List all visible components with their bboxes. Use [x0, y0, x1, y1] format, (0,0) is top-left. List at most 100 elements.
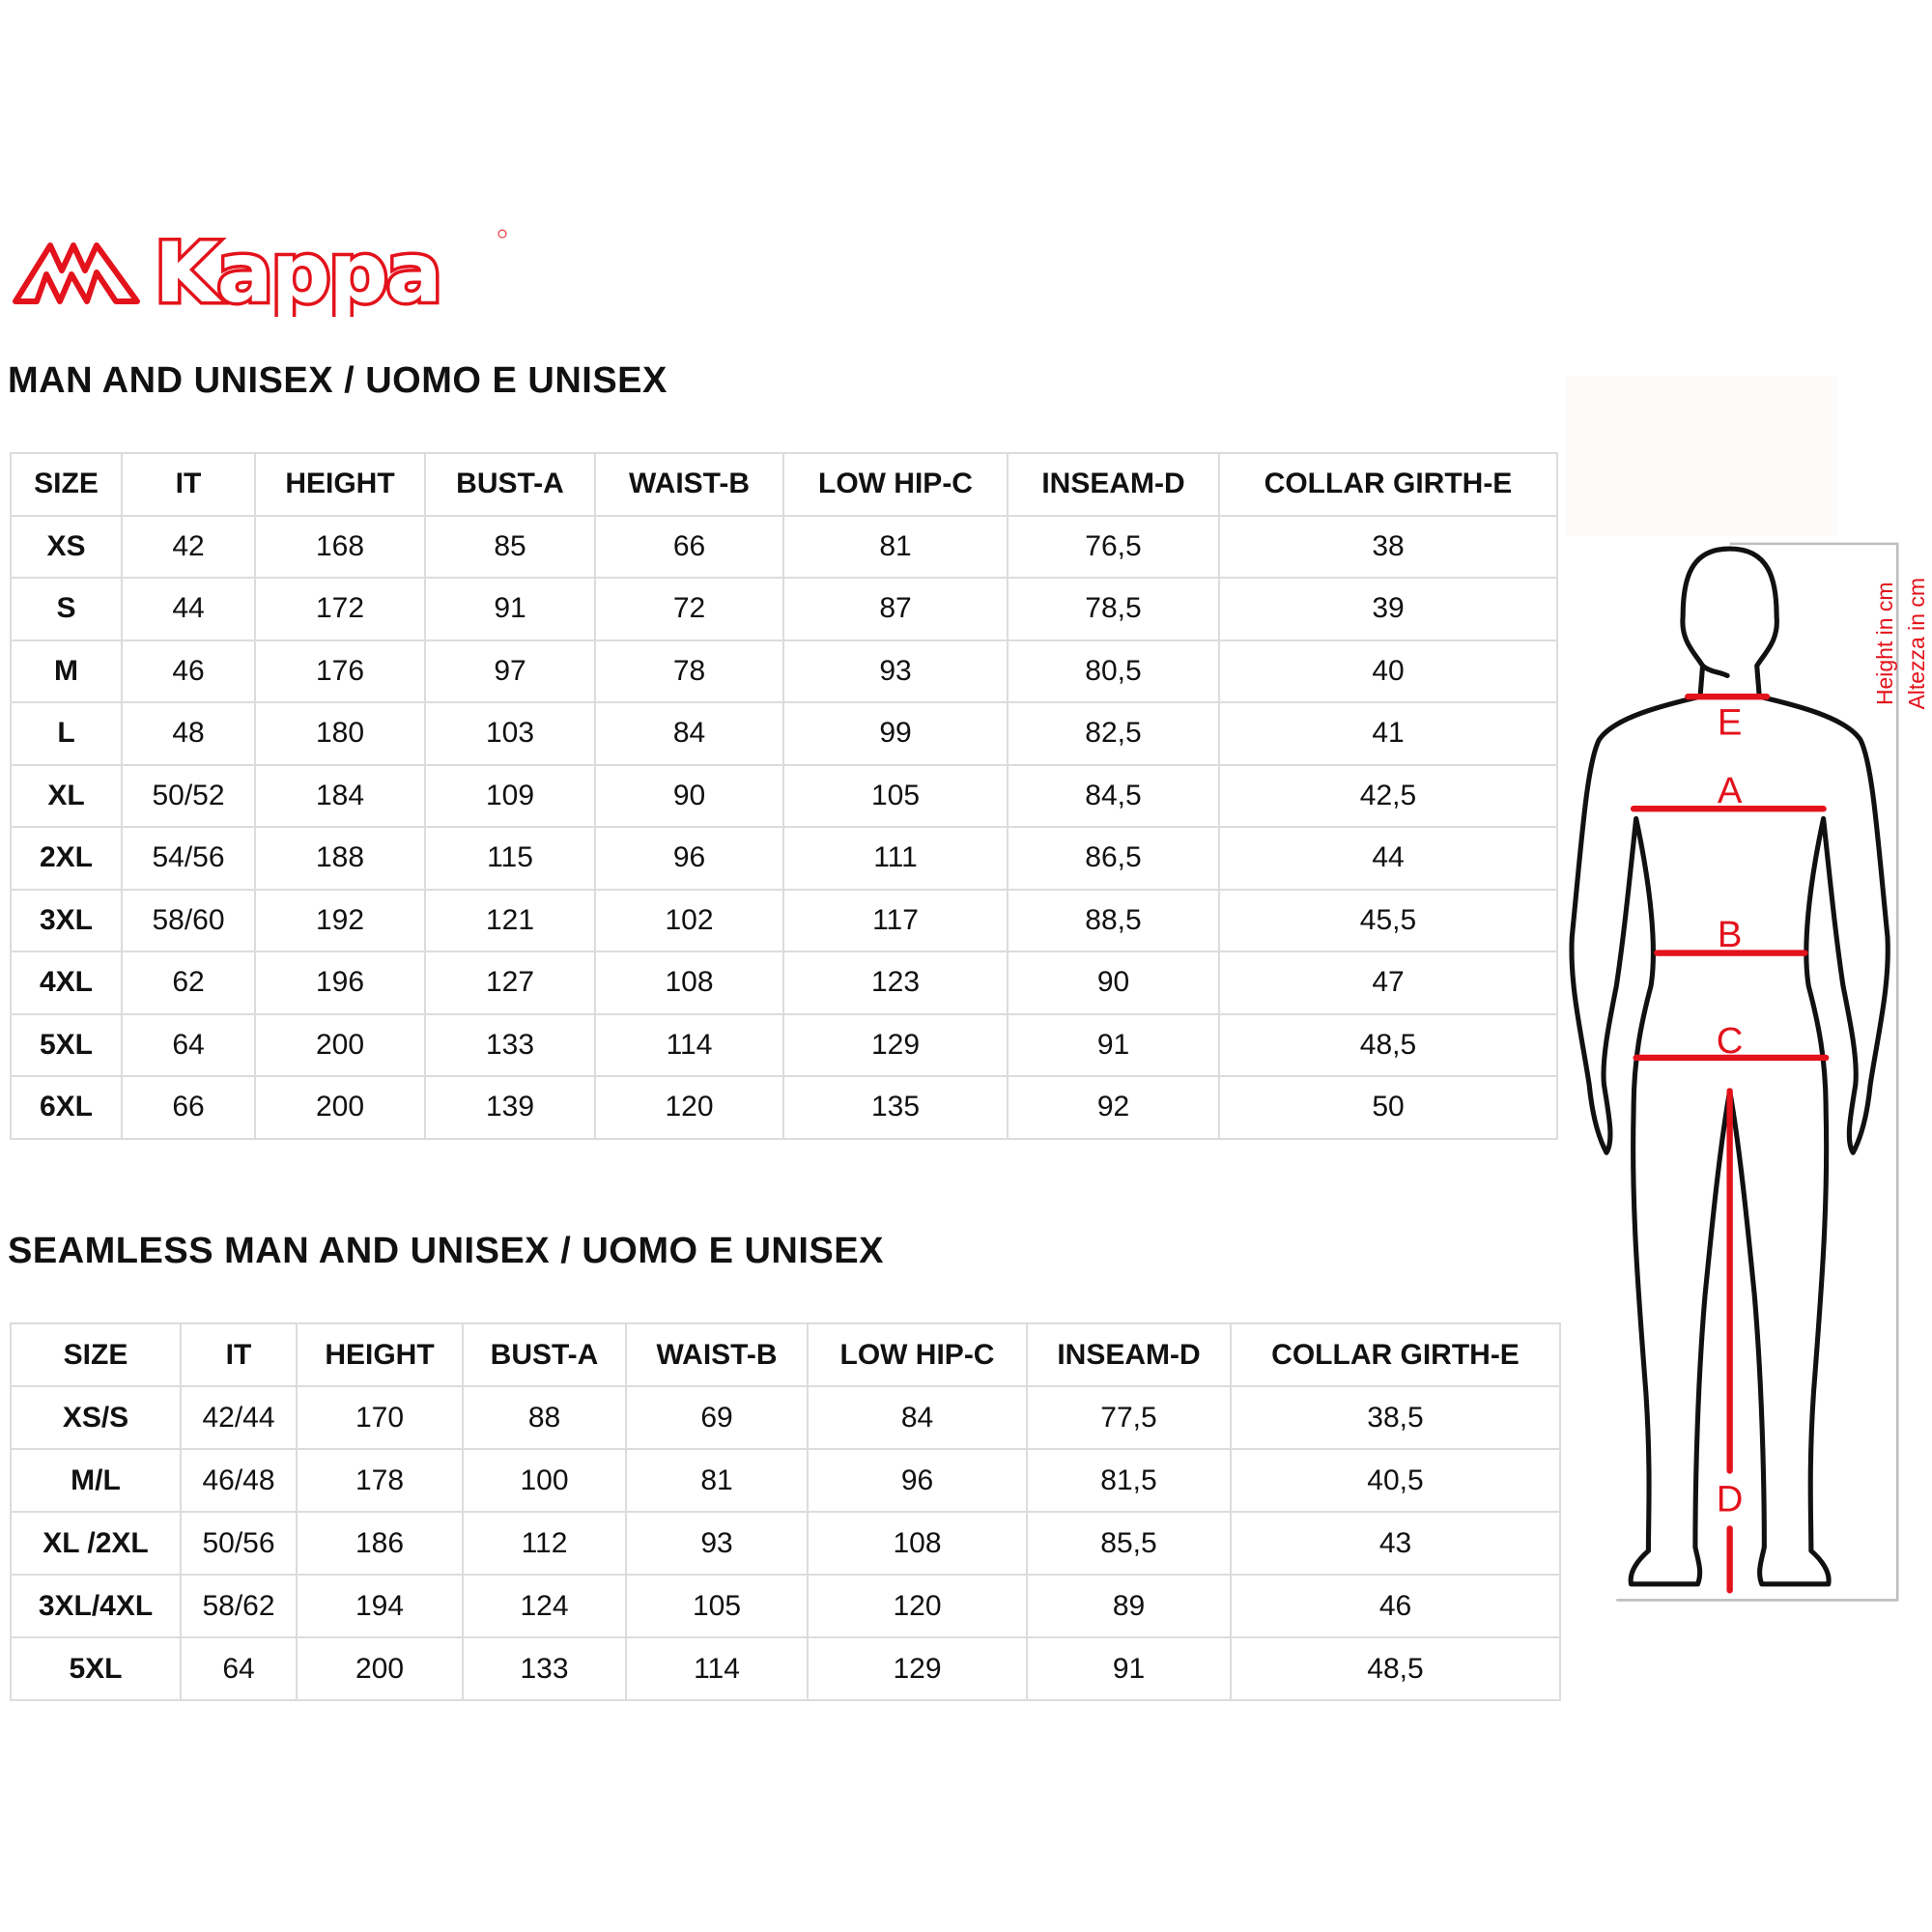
height-bracket: [1616, 542, 1899, 1602]
table-cell: 91: [1026, 1636, 1232, 1701]
label-c: C: [1717, 1020, 1744, 1062]
table-row: S 44 172 91 72 87 78,5 39: [10, 577, 1558, 641]
table-cell: 127: [424, 951, 596, 1015]
size-cell: 3XL: [10, 888, 123, 952]
table-cell: 58/62: [180, 1574, 298, 1638]
faint-panel: [1564, 376, 1838, 537]
label-b: B: [1718, 914, 1743, 955]
table-cell: 96: [594, 826, 784, 891]
table-cell: 84: [807, 1385, 1028, 1450]
table-cell: 38,5: [1230, 1385, 1561, 1450]
table-cell: 120: [807, 1574, 1028, 1638]
table-cell: 192: [254, 888, 426, 952]
table-cell: 120: [594, 1075, 784, 1140]
table-cell: 109: [424, 763, 596, 828]
table-cell: 92: [1007, 1075, 1220, 1140]
table-cell: 46: [121, 639, 256, 703]
table-cell: 54/56: [121, 826, 256, 891]
table-cell: 44: [1218, 826, 1558, 891]
table-cell: 66: [121, 1075, 256, 1140]
table-row: XL /2XL 50/56 186 112 93 108 85,5 43: [10, 1511, 1561, 1576]
table-cell: 91: [424, 577, 596, 641]
table-row: M/L 46/48 178 100 81 96 81,5 40,5: [10, 1448, 1561, 1513]
table-cell: 89: [1026, 1574, 1232, 1638]
table-row: 6XL 66 200 139 120 135 92 50: [10, 1075, 1558, 1140]
human-silhouette: [1569, 546, 1890, 1587]
column-header: IT: [121, 452, 256, 517]
kappa-wordmark: Kappa: [155, 225, 440, 317]
column-header: BUST-A: [424, 452, 596, 517]
table1-title: MAN AND UNISEX / UOMO E UNISEX: [8, 360, 668, 401]
table-cell: 93: [782, 639, 1009, 703]
size-cell: XL /2XL: [10, 1511, 182, 1576]
table-cell: 90: [1007, 951, 1220, 1015]
size-table-seamless: SIZE IT HEIGHT BUST-A WAIST-B LOW HIP-C INSEAM…: [10, 1322, 1561, 1701]
table-cell: 40: [1218, 639, 1558, 703]
table-cell: 88,5: [1007, 888, 1220, 952]
table-cell: 100: [462, 1448, 627, 1513]
table-cell: 46: [1230, 1574, 1561, 1638]
height-in-cm-label: Height in cm: [1872, 582, 1897, 705]
label-d: D: [1717, 1479, 1744, 1520]
size-cell: XL: [10, 763, 123, 828]
size-cell: XS/S: [10, 1385, 182, 1450]
table-row: 3XL/4XL 58/62 194 124 105 120 89 46: [10, 1574, 1561, 1638]
table-cell: 133: [424, 1012, 596, 1077]
table-cell: 46/48: [180, 1448, 298, 1513]
table-cell: 129: [782, 1012, 1009, 1077]
table-cell: 102: [594, 888, 784, 952]
table-cell: 91: [1007, 1012, 1220, 1077]
table-cell: 112: [462, 1511, 627, 1576]
size-cell: S: [10, 577, 123, 641]
size-cell: L: [10, 701, 123, 766]
size-cell: 2XL: [10, 826, 123, 891]
column-header: INSEAM-D: [1007, 452, 1220, 517]
table-cell: 184: [254, 763, 426, 828]
table-row: 2XL 54/56 188 115 96 111 86,5 44: [10, 826, 1558, 891]
column-header: HEIGHT: [254, 452, 426, 517]
table-cell: 135: [782, 1075, 1009, 1140]
table-cell: 121: [424, 888, 596, 952]
table-cell: 43: [1230, 1511, 1561, 1576]
table-cell: 81,5: [1026, 1448, 1232, 1513]
size-cell: 3XL/4XL: [10, 1574, 182, 1638]
kappa-omini-icon: [13, 242, 140, 304]
header-row: SIZE IT HEIGHT BUST-A WAIST-B LOW HIP-C INSEAM…: [10, 452, 1558, 517]
table-cell: 85,5: [1026, 1511, 1232, 1576]
table-cell: 105: [782, 763, 1009, 828]
table-cell: 124: [462, 1574, 627, 1638]
table-cell: 76,5: [1007, 514, 1220, 579]
table-cell: 62: [121, 951, 256, 1015]
size-cell: 4XL: [10, 951, 123, 1015]
kappa-logo: Kappa: [13, 224, 507, 317]
table-cell: 97: [424, 639, 596, 703]
table-cell: 44: [121, 577, 256, 641]
table-cell: 50/52: [121, 763, 256, 828]
table-cell: 45,5: [1218, 888, 1558, 952]
table-cell: 200: [254, 1012, 426, 1077]
table-cell: 82,5: [1007, 701, 1220, 766]
table-cell: 78,5: [1007, 577, 1220, 641]
column-header: HEIGHT: [296, 1322, 464, 1387]
table-row: XL 50/52 184 109 90 105 84,5 42,5: [10, 763, 1558, 828]
table-cell: 39: [1218, 577, 1558, 641]
table-cell: 108: [807, 1511, 1028, 1576]
table-cell: 172: [254, 577, 426, 641]
size-cell: M: [10, 639, 123, 703]
table-cell: 48,5: [1218, 1012, 1558, 1077]
table2-title: SEAMLESS MAN AND UNISEX / UOMO E UNISEX: [8, 1231, 884, 1271]
table-cell: 78: [594, 639, 784, 703]
table-cell: 42/44: [180, 1385, 298, 1450]
table-cell: 66: [594, 514, 784, 579]
column-header: COLLAR GIRTH-E: [1230, 1322, 1561, 1387]
table-cell: 77,5: [1026, 1385, 1232, 1450]
registered-mark: [497, 229, 507, 239]
table-cell: 42,5: [1218, 763, 1558, 828]
table-row: 5XL 64 200 133 114 129 91 48,5: [10, 1636, 1561, 1701]
table-row: M 46 176 97 78 93 80,5 40: [10, 639, 1558, 703]
table-cell: 99: [782, 701, 1009, 766]
table-cell: 186: [296, 1511, 464, 1576]
size-cell: 5XL: [10, 1636, 182, 1701]
table-cell: 200: [296, 1636, 464, 1701]
size-table-man-unisex: SIZE IT HEIGHT BUST-A WAIST-B LOW HIP-C INSEAM…: [10, 452, 1558, 1140]
